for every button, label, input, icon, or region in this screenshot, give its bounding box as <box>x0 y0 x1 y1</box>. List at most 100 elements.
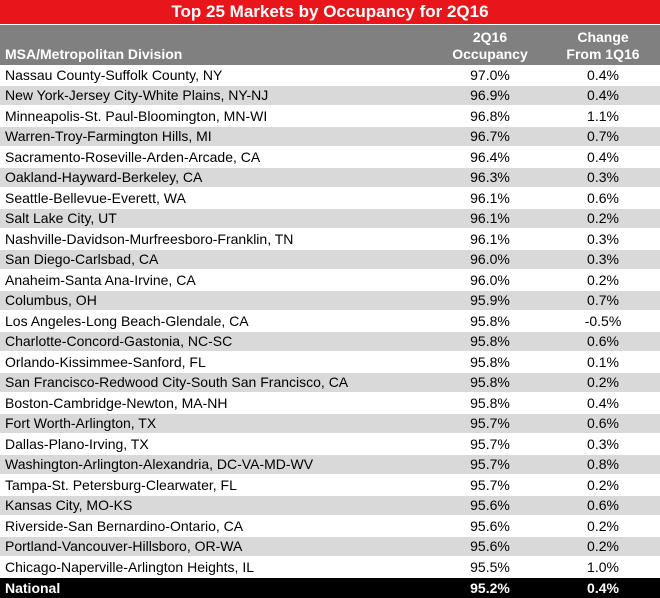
change-cell: 0.4% <box>546 146 660 168</box>
occupancy-table: MSA/Metropolitan Division 2Q16 Occupancy… <box>0 25 660 598</box>
msa-cell: Charlotte-Concord-Gastonia, NC-SC <box>0 331 434 352</box>
msa-cell: Sacramento-Roseville-Arden-Arcade, CA <box>0 146 434 168</box>
table-title: Top 25 Markets by Occupancy for 2Q16 <box>0 0 660 25</box>
occupancy-cell: 96.1% <box>434 208 546 229</box>
table-row: San Francisco-Redwood City-South San Fra… <box>0 372 660 393</box>
occupancy-cell: 95.8% <box>434 392 546 414</box>
msa-cell: Kansas City, MO-KS <box>0 495 434 516</box>
occupancy-cell: 95.7% <box>434 413 546 434</box>
occupancy-cell: 95.6% <box>434 495 546 516</box>
table-row: New York-Jersey City-White Plains, NY-NJ… <box>0 85 660 106</box>
table-row: Seattle-Bellevue-Everett, WA 96.1% 0.6% <box>0 187 660 209</box>
occupancy-cell: 95.8% <box>434 331 546 352</box>
msa-cell: Riverside-San Bernardino-Ontario, CA <box>0 515 434 537</box>
table-row: Chicago-Naperville-Arlington Heights, IL… <box>0 556 660 578</box>
msa-cell: Anaheim-Santa Ana-Irvine, CA <box>0 269 434 291</box>
occupancy-cell: 96.7% <box>434 126 546 147</box>
msa-cell: Boston-Cambridge-Newton, MA-NH <box>0 392 434 414</box>
occupancy-cell: 95.6% <box>434 536 546 557</box>
change-cell: 1.0% <box>546 556 660 578</box>
occupancy-cell: 96.3% <box>434 167 546 188</box>
msa-cell: Chicago-Naperville-Arlington Heights, IL <box>0 556 434 578</box>
msa-cell: Tampa-St. Petersburg-Clearwater, FL <box>0 474 434 496</box>
table-row: Sacramento-Roseville-Arden-Arcade, CA 96.… <box>0 146 660 168</box>
table-row: Oakland-Hayward-Berkeley, CA 96.3% 0.3% <box>0 167 660 188</box>
change-cell: 0.7% <box>546 126 660 147</box>
table-row: Orlando-Kissimmee-Sanford, FL 95.8% 0.1% <box>0 351 660 373</box>
change-cell: 0.6% <box>546 187 660 209</box>
msa-cell: Minneapolis-St. Paul-Bloomington, MN-WI <box>0 105 434 127</box>
msa-cell: Nassau County-Suffolk County, NY <box>0 65 434 86</box>
msa-cell: Dallas-Plano-Irving, TX <box>0 433 434 455</box>
occupancy-cell: 95.8% <box>434 310 546 332</box>
table-row: Warren-Troy-Farmington Hills, MI 96.7% 0.7… <box>0 126 660 147</box>
msa-cell: Seattle-Bellevue-Everett, WA <box>0 187 434 209</box>
table-row: Washington-Arlington-Alexandria, DC-VA-M… <box>0 454 660 475</box>
msa-cell: Nashville-Davidson-Murfreesboro-Franklin… <box>0 228 434 250</box>
column-header-msa: MSA/Metropolitan Division <box>0 25 434 65</box>
msa-cell: Portland-Vancouver-Hillsboro, OR-WA <box>0 536 434 557</box>
occupancy-cell: 95.7% <box>434 454 546 475</box>
occupancy-cell: 96.0% <box>434 249 546 270</box>
msa-cell: San Diego-Carlsbad, CA <box>0 249 434 270</box>
change-cell: 0.3% <box>546 228 660 250</box>
change-cell: 0.3% <box>546 167 660 188</box>
msa-cell: Washington-Arlington-Alexandria, DC-VA-M… <box>0 454 434 475</box>
change-cell: 0.4% <box>546 85 660 106</box>
column-header-occupancy-line2: Occupancy <box>452 46 528 62</box>
msa-cell: Oakland-Hayward-Berkeley, CA <box>0 167 434 188</box>
occupancy-cell: 95.6% <box>434 515 546 537</box>
change-cell: 0.3% <box>546 249 660 270</box>
column-header-occupancy-line1: 2Q16 <box>472 29 508 45</box>
occupancy-cell: 95.5% <box>434 556 546 578</box>
change-cell: 0.2% <box>546 536 660 557</box>
change-cell: -0.5% <box>546 310 660 332</box>
occupancy-cell: 96.9% <box>434 85 546 106</box>
table-row: Salt Lake City, UT 96.1% 0.2% <box>0 208 660 229</box>
table-row: Fort Worth-Arlington, TX 95.7% 0.6% <box>0 413 660 434</box>
msa-cell: Orlando-Kissimmee-Sanford, FL <box>0 351 434 373</box>
table-row: San Diego-Carlsbad, CA 96.0% 0.3% <box>0 249 660 270</box>
table-row: Anaheim-Santa Ana-Irvine, CA 96.0% 0.2% <box>0 269 660 291</box>
column-header-occupancy: 2Q16 Occupancy <box>434 25 546 65</box>
change-cell: 0.2% <box>546 515 660 537</box>
occupancy-cell: 96.0% <box>434 269 546 291</box>
table-row: Nashville-Davidson-Murfreesboro-Franklin… <box>0 228 660 250</box>
change-cell: 0.4% <box>546 392 660 414</box>
occupancy-cell: 96.8% <box>434 105 546 127</box>
column-header-change-line1: Change <box>577 29 629 45</box>
msa-cell: San Francisco-Redwood City-South San Fra… <box>0 372 434 393</box>
msa-cell: Salt Lake City, UT <box>0 208 434 229</box>
msa-cell: New York-Jersey City-White Plains, NY-NJ <box>0 85 434 106</box>
total-label: National <box>0 577 434 598</box>
table-row: Tampa-St. Petersburg-Clearwater, FL 95.7%… <box>0 474 660 496</box>
total-occupancy: 95.2% <box>434 577 546 598</box>
table-row: Nassau County-Suffolk County, NY 97.0% 0.4… <box>0 65 660 86</box>
msa-cell: Fort Worth-Arlington, TX <box>0 413 434 434</box>
occupancy-cell: 95.8% <box>434 351 546 373</box>
table-row: Charlotte-Concord-Gastonia, NC-SC 95.8% 0.… <box>0 331 660 352</box>
table-row: Portland-Vancouver-Hillsboro, OR-WA 95.6%… <box>0 536 660 557</box>
occupancy-cell: 95.9% <box>434 290 546 311</box>
occupancy-cell: 95.7% <box>434 474 546 496</box>
change-cell: 0.6% <box>546 413 660 434</box>
change-cell: 0.1% <box>546 351 660 373</box>
occupancy-cell: 95.8% <box>434 372 546 393</box>
change-cell: 0.6% <box>546 331 660 352</box>
change-cell: 1.1% <box>546 105 660 127</box>
change-cell: 0.7% <box>546 290 660 311</box>
table-row: Boston-Cambridge-Newton, MA-NH 95.8% 0.4% <box>0 392 660 414</box>
change-cell: 0.6% <box>546 495 660 516</box>
table-body: Nassau County-Suffolk County, NY 97.0% 0.4… <box>0 65 660 578</box>
change-cell: 0.4% <box>546 65 660 86</box>
occupancy-cell: 96.1% <box>434 228 546 250</box>
occupancy-cell: 95.7% <box>434 433 546 455</box>
occupancy-cell: 96.4% <box>434 146 546 168</box>
table-row: Dallas-Plano-Irving, TX 95.7% 0.3% <box>0 433 660 455</box>
occupancy-cell: 97.0% <box>434 65 546 86</box>
table-row: Minneapolis-St. Paul-Bloomington, MN-WI 9… <box>0 105 660 127</box>
table-row: Columbus, OH 95.9% 0.7% <box>0 290 660 311</box>
header-row: MSA/Metropolitan Division 2Q16 Occupancy… <box>0 25 660 65</box>
table-row: Los Angeles-Long Beach-Glendale, CA 95.8%… <box>0 310 660 332</box>
